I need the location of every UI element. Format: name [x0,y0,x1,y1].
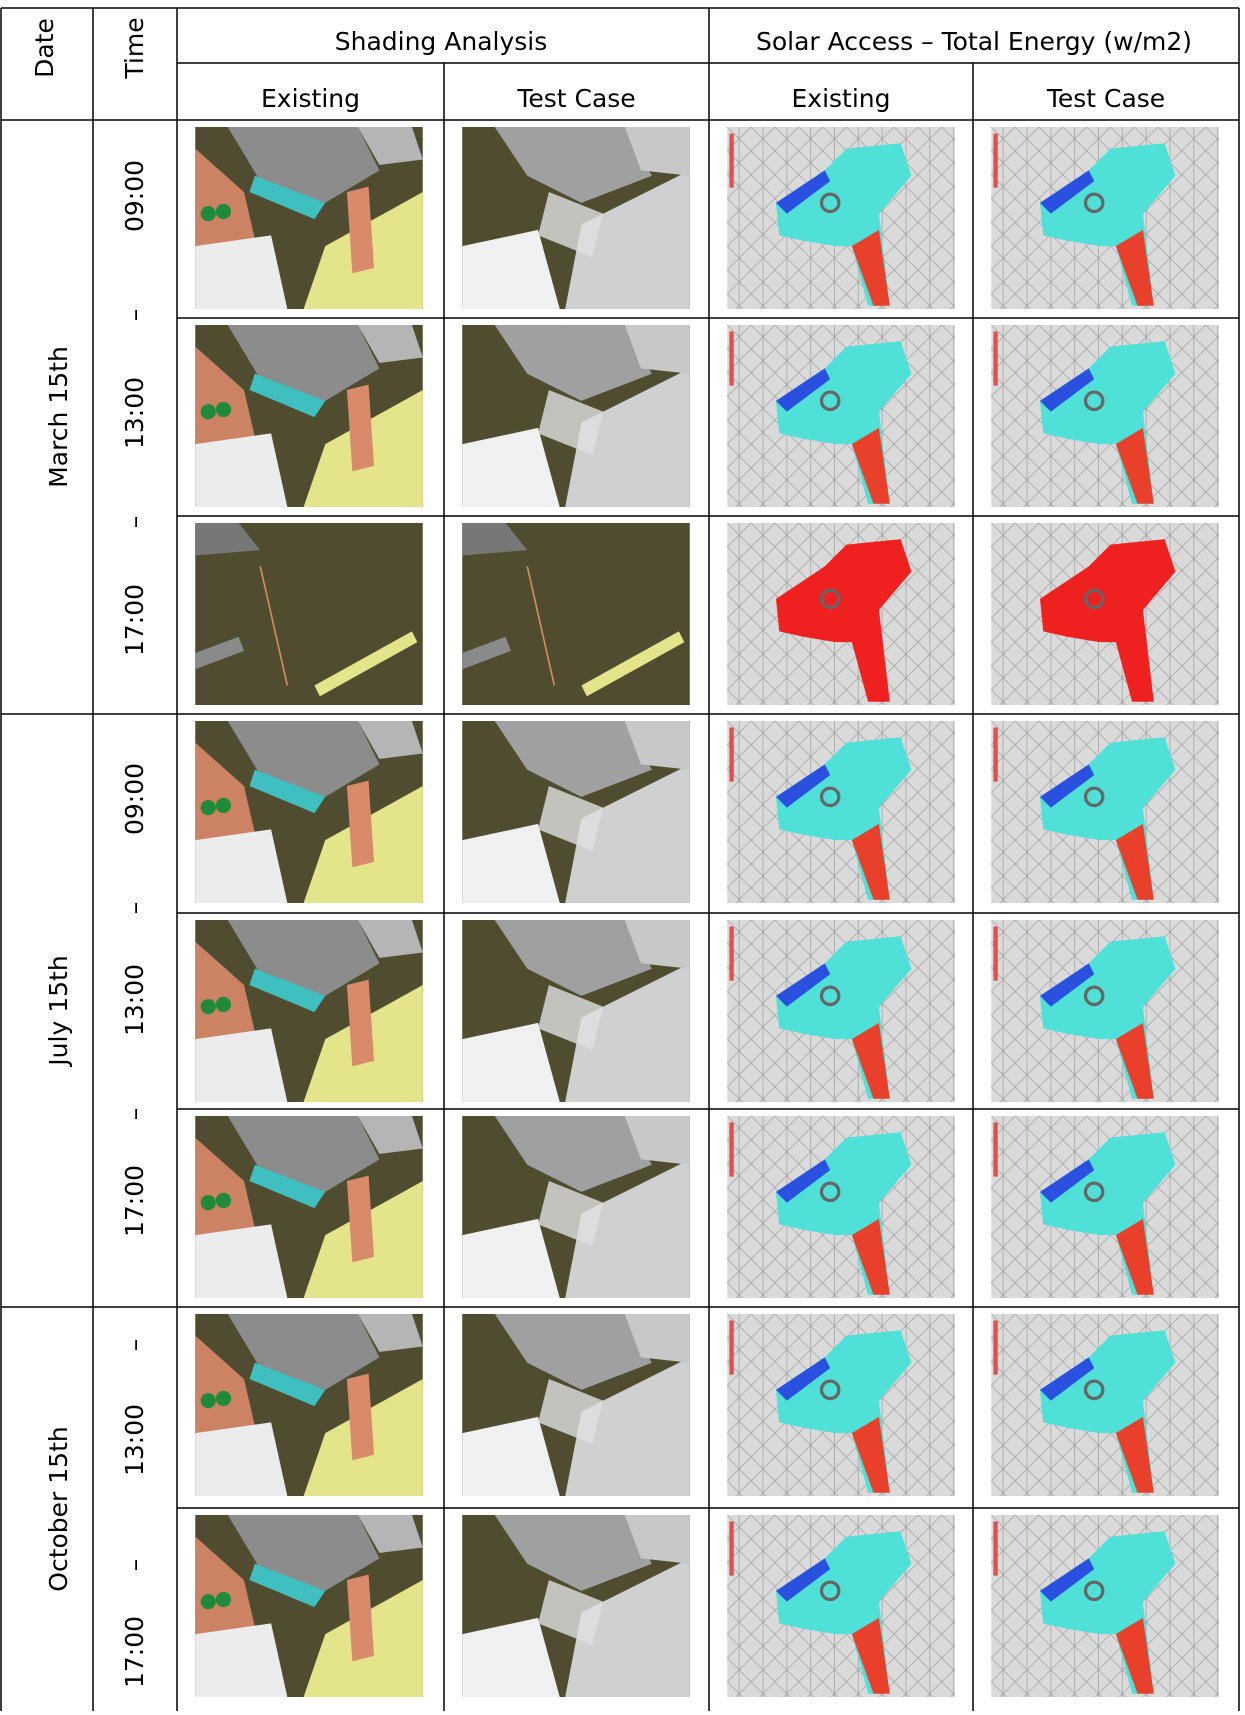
shading-image [195,920,423,1102]
solar-image [727,523,955,705]
shading-image [195,127,423,309]
date-label: July 15th [44,955,73,1067]
solar-image [727,1314,955,1496]
time-label: 17:00 [120,584,149,656]
time-header: Time [120,17,149,79]
column-header: Test Case [516,84,635,113]
column-header: Test Case [1046,84,1165,113]
shading-image [195,721,423,903]
group-header: Solar Access – Total Energy (w/m2) [756,27,1192,56]
time-label: – [120,309,149,322]
shading-image [462,523,690,705]
solar-image [991,325,1219,507]
time-label: 09:00 [120,763,149,835]
solar-image [727,1116,955,1298]
shading-image [462,1314,690,1496]
solar-image [727,325,955,507]
time-label: 17:00 [120,1165,149,1237]
shading-image [462,920,690,1102]
time-label: – [120,1108,149,1121]
shading-image [462,325,690,507]
solar-image [991,127,1219,309]
time-label: 13:00 [120,964,149,1036]
shading-image [195,1116,423,1298]
time-label: 17:00 [120,1616,149,1688]
time-label: – [120,1339,149,1352]
shading-image [195,1515,423,1697]
shading-image [195,1314,423,1496]
solar-image [991,920,1219,1102]
time-label: 13:00 [120,1404,149,1476]
time-label: – [120,516,149,529]
solar-image [727,721,955,903]
time-label: – [120,902,149,915]
group-header: Shading Analysis [335,27,548,56]
solar-image [727,127,955,309]
shading-image [462,127,690,309]
column-header: Existing [261,84,360,113]
solar-image [991,1314,1219,1496]
solar-image [991,523,1219,705]
time-label: 13:00 [120,377,149,449]
shading-image [195,325,423,507]
solar-image [991,1515,1219,1697]
shading-image [195,523,423,705]
date-label: October 15th [44,1426,73,1591]
column-header: Existing [791,84,890,113]
shading-image [462,1116,690,1298]
solar-image [991,721,1219,903]
date-label: March 15th [44,346,73,488]
solar-image [991,1116,1219,1298]
shading-image [462,1515,690,1697]
solar-image [727,920,955,1102]
solar-image [727,1515,955,1697]
shading-image [462,721,690,903]
time-label: – [120,1559,149,1572]
date-header: Date [30,18,59,78]
time-label: 09:00 [120,160,149,232]
